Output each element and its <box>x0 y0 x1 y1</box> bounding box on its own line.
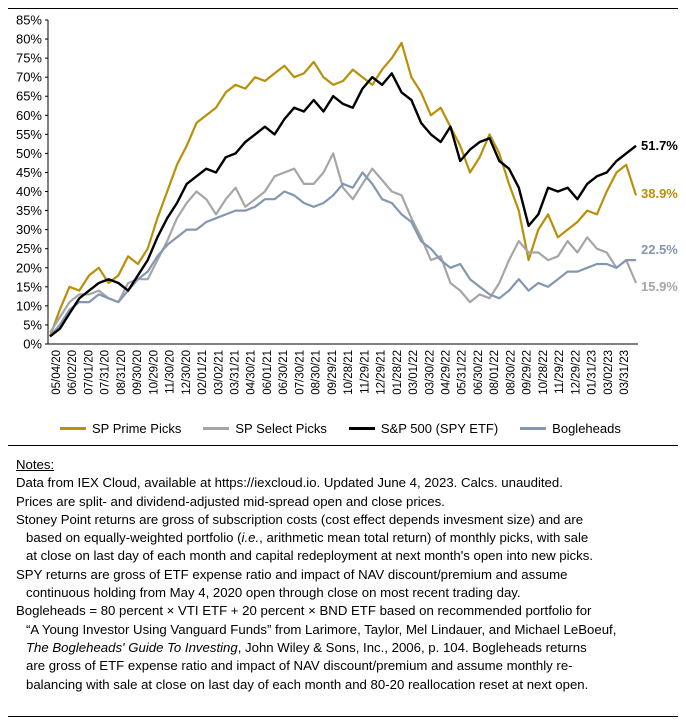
legend-item-prime: SP Prime Picks <box>60 421 181 436</box>
y-tick-label: 75% <box>16 51 42 66</box>
legend-swatch-spy <box>348 426 375 430</box>
x-tick-label: 05/04/20 <box>51 350 63 395</box>
series-lines <box>48 41 638 338</box>
x-tick-label: 04/29/22 <box>440 350 452 395</box>
x-tick-label: 11/30/20 <box>165 350 177 394</box>
series-line-sp-prime-picks <box>48 41 638 337</box>
note-line-5: at close on last day of each month and c… <box>26 548 593 564</box>
y-axis: 85% 80% 75% 70% 65% 60% 55% 50% 45% 40% 35% 30% 25% 2… <box>16 13 49 352</box>
legend-swatch-select <box>203 426 230 430</box>
x-tick-label: 04/30/21 <box>246 350 258 395</box>
x-tick-label: 03/02/23 <box>603 350 615 395</box>
x-axis: 05/04/20 06/02/20 07/01/20 07/31/20 08/31/20… <box>48 343 638 395</box>
x-tick-label: 11/29/21 <box>359 350 371 394</box>
series-line-sp-select-picks <box>49 152 638 334</box>
legend-label-prime: SP Prime Picks <box>92 420 182 436</box>
x-tick-label: 10/29/20 <box>148 350 160 395</box>
y-tick-label: 50% <box>16 146 42 161</box>
notes: Notes: Data from IEX Cloud, available at… <box>16 456 676 694</box>
x-tick-label: 09/29/21 <box>327 350 339 395</box>
legend-label-bogleheads: Bogleheads <box>552 420 621 436</box>
x-tick-label: 09/30/20 <box>132 350 144 395</box>
y-tick-label: 0% <box>23 337 42 352</box>
x-tick-label: 11/29/22 <box>554 350 566 394</box>
notes-divider <box>8 445 678 446</box>
x-tick-label: 12/29/22 <box>570 350 582 395</box>
legend-item-spy: S&P 500 (SPY ETF) <box>348 420 499 436</box>
note-line-4: based on equally-weighted portfolio (i.e… <box>26 530 589 546</box>
x-tick-label: 01/31/23 <box>587 350 599 395</box>
y-tick-label: 40% <box>16 184 42 199</box>
legend-swatch-prime <box>60 426 86 430</box>
legend-label-spy: S&P 500 (SPY ETF) <box>380 420 499 436</box>
x-tick-label: 08/01/22 <box>489 350 501 395</box>
legend-label-select: SP Select Picks <box>235 420 327 436</box>
legend-swatch-bogleheads <box>520 426 547 430</box>
x-tick-label: 08/31/20 <box>116 350 128 395</box>
legend-item-bogleheads: Bogleheads <box>520 421 621 436</box>
end-label: 51.7% <box>641 138 678 153</box>
end-labels: 38.9% 15.9% 51.7% 22.5% <box>641 138 678 294</box>
x-tick-label: 03/30/22 <box>424 350 436 395</box>
note-line-11: are gross of ETF expense ratio and impac… <box>26 658 573 674</box>
note-line-10: The Bogleheads' Guide To Investing, John… <box>26 639 587 655</box>
y-tick-label: 80% <box>16 32 42 47</box>
y-tick-label: 5% <box>23 317 42 332</box>
x-tick-label: 06/30/21 <box>278 350 290 395</box>
y-tick-label: 35% <box>16 203 42 218</box>
x-tick-label: 05/31/22 <box>457 350 469 395</box>
note-line-3: Stoney Point returns are gross of subscr… <box>16 511 584 527</box>
note-line-7: continuous holding from May 4, 2020 open… <box>26 585 521 601</box>
end-label: 38.9% <box>641 186 678 201</box>
x-tick-label: 10/28/21 <box>343 350 355 395</box>
x-tick-label: 12/30/20 <box>181 350 193 395</box>
x-tick-label: 09/29/22 <box>522 350 534 395</box>
y-tick-label: 55% <box>16 127 42 142</box>
x-tick-label: 06/30/22 <box>473 350 485 395</box>
y-tick-label: 65% <box>16 89 42 104</box>
y-tick-label: 10% <box>16 298 42 313</box>
note-line-9: “A Young Investor Using Vanguard Funds” … <box>26 621 617 637</box>
x-tick-label: 07/31/20 <box>100 350 112 395</box>
x-tick-label: 03/01/22 <box>408 350 420 395</box>
y-tick-label: 60% <box>16 108 42 123</box>
end-label: 22.5% <box>641 242 678 257</box>
x-tick-label: 08/30/21 <box>311 350 323 395</box>
x-tick-label: 10/28/22 <box>538 350 550 395</box>
note-line-12: balancing with sale at close on last day… <box>26 676 589 692</box>
x-tick-label: 03/31/23 <box>619 350 631 395</box>
x-tick-label: 02/01/21 <box>197 350 209 395</box>
x-tick-label: 06/02/20 <box>67 350 79 395</box>
note-line-6: SPY returns are gross of ETF expense rat… <box>16 566 568 582</box>
y-tick-label: 45% <box>16 165 42 180</box>
y-tick-label: 25% <box>16 241 42 256</box>
y-tick-label: 20% <box>16 260 42 275</box>
x-tick-label: 06/01/21 <box>262 350 274 395</box>
x-tick-label: 01/28/22 <box>392 350 404 395</box>
notes-heading: Notes: <box>16 457 55 472</box>
series-line-bogleheads <box>49 171 636 338</box>
series-line-s-p-500-spy-etf- <box>49 72 637 338</box>
note-line-1: Data from IEX Cloud, available at https:… <box>16 475 563 491</box>
y-tick-label: 30% <box>16 222 42 237</box>
y-tick-label: 70% <box>16 70 42 85</box>
legend: SP Prime Picks SP Select Picks S&P 500 (… <box>60 418 660 438</box>
end-label: 15.9% <box>641 279 678 294</box>
legend-item-select: SP Select Picks <box>203 421 327 436</box>
x-tick-label: 07/01/20 <box>83 350 95 395</box>
x-tick-label: 03/31/21 <box>230 350 242 395</box>
y-tick-label: 85% <box>16 13 42 28</box>
x-tick-label: 12/29/21 <box>376 350 388 395</box>
x-tick-label: 03/02/21 <box>213 350 225 395</box>
x-tick-label: 07/30/21 <box>294 350 306 395</box>
top-border <box>8 8 678 9</box>
note-line-2: Prices are split- and dividend-adjusted … <box>16 493 445 509</box>
note-line-8: Bogleheads = 80 percent × VTI ETF + 20 p… <box>16 603 592 619</box>
y-tick-label: 15% <box>16 279 42 294</box>
bottom-border <box>8 716 678 717</box>
line-chart: 85% 80% 75% 70% 65% 60% 55% 50% 45% 40% 35% 30% 25% 2… <box>16 13 678 395</box>
x-tick-label: 08/30/22 <box>505 350 517 395</box>
